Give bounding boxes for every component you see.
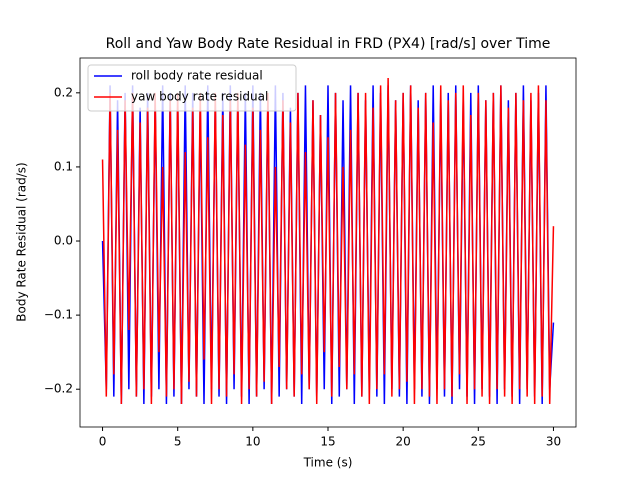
y-tick-label: −0.2 [44, 382, 73, 396]
chart-title: Roll and Yaw Body Rate Residual in FRD (… [106, 36, 551, 52]
x-axis-label: Time (s) [303, 456, 353, 470]
x-tick-label: 5 [174, 435, 182, 449]
y-axis-label: Body Rate Residual (rad/s) [15, 162, 29, 322]
y-tick-label: 0.0 [54, 234, 73, 248]
axes-frame [79, 57, 577, 428]
x-tick-label: 20 [396, 435, 411, 449]
y-tick-label: 0.1 [54, 159, 73, 173]
plot-area [101, 77, 555, 405]
x-tick-label: 10 [245, 435, 260, 449]
legend-label: roll body rate residual [131, 69, 263, 83]
y-tick-label: 0.2 [54, 85, 73, 99]
legend-box [87, 64, 297, 112]
x-tick-label: 30 [546, 435, 561, 449]
y-tick-label: −0.1 [44, 308, 73, 322]
x-tick-label: 0 [99, 435, 107, 449]
x-tick-label: 15 [320, 435, 335, 449]
legend-label: yaw body rate residual [131, 90, 268, 104]
x-tick-label: 25 [471, 435, 486, 449]
